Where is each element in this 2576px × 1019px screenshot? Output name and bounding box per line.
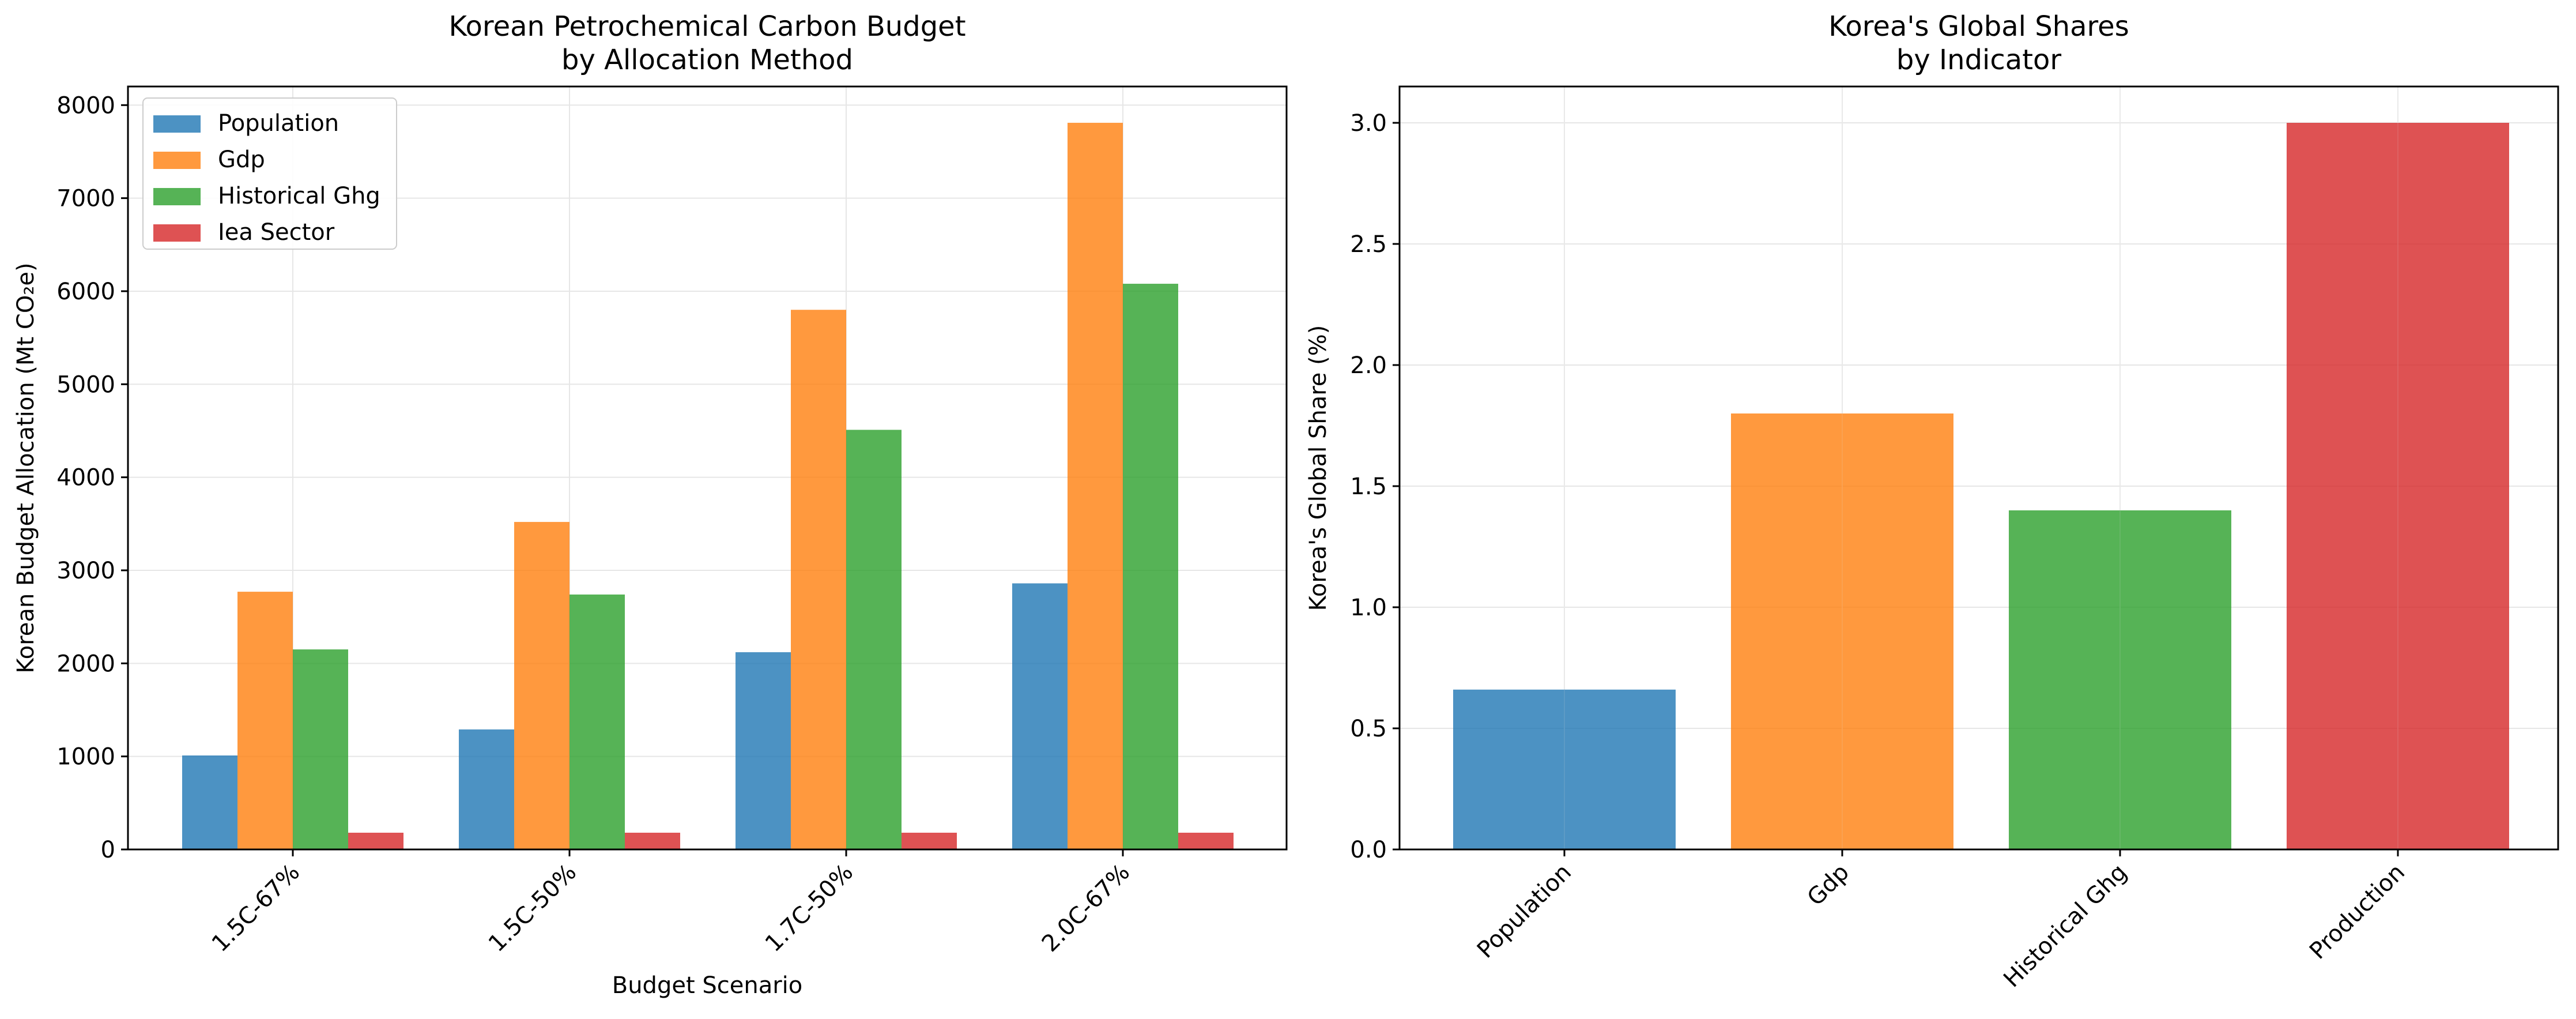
y-tick-label: 2.0	[1350, 352, 1387, 379]
y-tick-label: 5000	[56, 371, 115, 398]
y-tick-label: 8000	[56, 92, 115, 119]
bar-iea-sector	[902, 832, 957, 849]
chart-title-line: by Indicator	[1896, 44, 2062, 76]
bar-gdp	[514, 522, 569, 849]
legend-label: Gdp	[218, 146, 265, 173]
y-tick-label: 0.5	[1350, 716, 1387, 742]
y-tick-label: 3000	[56, 558, 115, 584]
bar-population	[1012, 583, 1068, 849]
legend-label: Iea Sector	[218, 219, 335, 246]
bar-gdp	[237, 592, 293, 849]
legend-label: Historical Ghg	[218, 183, 380, 209]
x-axis-label: Budget Scenario	[612, 972, 802, 999]
legend-swatch-population	[153, 115, 201, 133]
chart-title-line: by Allocation Method	[561, 44, 853, 76]
bar-gdp	[1068, 122, 1123, 849]
bar-historical-ghg	[569, 594, 625, 849]
bar-iea-sector	[625, 832, 680, 849]
legend-swatch-historical-ghg	[153, 188, 201, 205]
y-axis-label: Korean Budget Allocation (Mt CO₂e)	[13, 262, 39, 673]
y-tick-label: 6000	[56, 279, 115, 305]
y-tick-label: 2.5	[1350, 231, 1387, 258]
y-tick-label: 2000	[56, 650, 115, 677]
bar-population	[182, 755, 237, 849]
legend-label: Population	[218, 110, 339, 137]
bar-production	[2287, 123, 2509, 849]
bar-historical-ghg	[2009, 510, 2231, 849]
legend-swatch-gdp	[153, 152, 201, 169]
y-tick-label: 3.0	[1350, 110, 1387, 137]
chart-title-line: Korean Petrochemical Carbon Budget	[448, 10, 965, 43]
legend-box	[142, 97, 397, 250]
legend-swatch-iea-sector	[153, 224, 201, 242]
bar-gdp	[791, 310, 846, 849]
y-tick-label: 1000	[56, 744, 115, 770]
bar-historical-ghg	[293, 649, 348, 849]
y-tick-label: 4000	[56, 465, 115, 491]
y-axis-label: Korea's Global Share (%)	[1305, 325, 1332, 611]
bar-population	[459, 729, 514, 849]
chart-title-line: Korea's Global Shares	[1828, 10, 2129, 43]
y-tick-label: 1.0	[1350, 595, 1387, 621]
bar-population	[1453, 689, 1676, 849]
bar-gdp	[1731, 413, 1953, 849]
y-tick-label: 0.0	[1350, 837, 1387, 863]
budget-allocation-chart: 0100020003000400050006000700080001.5C-67…	[13, 10, 1288, 999]
plot-frame	[1398, 85, 2559, 851]
y-tick-label: 0	[101, 837, 115, 863]
bar-iea-sector	[348, 832, 403, 849]
bar-iea-sector	[1178, 832, 1234, 849]
plot-frame	[127, 85, 1288, 851]
y-tick-label: 1.5	[1350, 473, 1387, 500]
bar-historical-ghg	[1123, 284, 1178, 849]
y-tick-label: 7000	[56, 186, 115, 212]
bar-historical-ghg	[846, 430, 902, 849]
bar-population	[736, 652, 791, 849]
